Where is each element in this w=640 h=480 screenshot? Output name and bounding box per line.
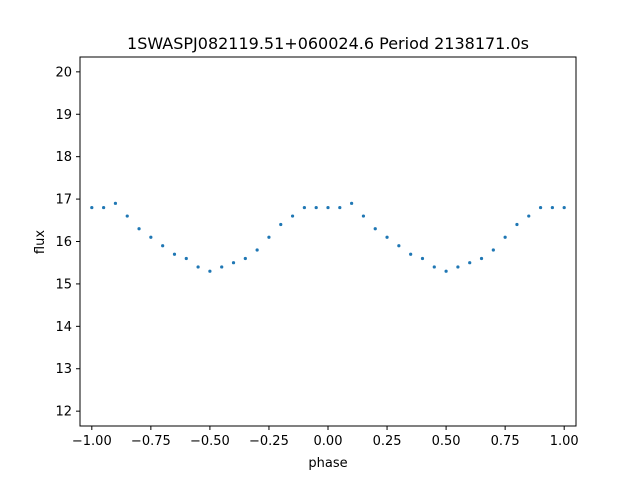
data-point	[196, 265, 200, 269]
x-tick-label: −0.25	[249, 434, 289, 449]
x-tick-label: 0.75	[491, 434, 520, 449]
plot-area	[90, 201, 566, 273]
data-point	[491, 248, 495, 252]
x-tick-label: −0.50	[190, 434, 230, 449]
data-point	[302, 205, 306, 210]
y-tick-label: 15	[55, 277, 72, 292]
data-point	[550, 205, 554, 210]
data-point	[503, 235, 507, 239]
chart-title: 1SWASPJ082119.51+060024.6 Period 2138171…	[127, 34, 529, 53]
data-point	[385, 235, 389, 239]
data-point	[290, 214, 295, 218]
data-point	[113, 201, 118, 205]
data-point	[314, 205, 318, 210]
y-tick-label: 18	[55, 150, 72, 165]
y-axis-label: flux	[33, 230, 48, 254]
data-point	[90, 205, 94, 210]
data-point	[208, 269, 212, 273]
data-point	[432, 265, 436, 269]
x-tick-label: −0.75	[131, 434, 171, 449]
y-tick-label: 13	[55, 362, 72, 377]
data-point	[137, 227, 141, 231]
y-tick-label: 20	[55, 65, 72, 80]
data-point	[255, 248, 259, 252]
data-point	[243, 256, 247, 261]
data-point	[409, 252, 413, 256]
y-tick-label: 17	[55, 193, 72, 208]
data-point	[172, 252, 177, 256]
y-tick-label: 12	[55, 405, 72, 420]
x-tick-label: −1.00	[72, 434, 112, 449]
data-point	[279, 222, 283, 227]
x-tick-label: 0.00	[314, 434, 343, 449]
y-axis: 12 13 14 15 16 17 18 19 20	[55, 65, 80, 420]
data-point	[479, 256, 484, 261]
data-point	[468, 261, 472, 265]
data-point	[220, 265, 224, 269]
x-tick-label: 0.25	[373, 434, 402, 449]
y-tick-label: 19	[55, 108, 72, 123]
data-point	[562, 205, 566, 210]
x-axis-label: phase	[308, 456, 347, 471]
data-point	[361, 214, 366, 218]
data-point	[338, 205, 342, 210]
data-point	[456, 265, 460, 269]
data-point	[326, 205, 330, 210]
x-tick-label: 0.50	[432, 434, 461, 449]
data-point	[444, 269, 448, 273]
data-point	[102, 205, 106, 210]
data-point	[267, 235, 271, 239]
data-point	[373, 227, 377, 231]
data-point	[231, 261, 236, 265]
y-tick-label: 14	[55, 320, 72, 335]
data-point	[184, 256, 188, 261]
data-point	[350, 201, 354, 205]
data-point	[538, 205, 543, 210]
x-axis: −1.00 −0.75 −0.50 −0.25 0.00 0.25 0.50 0.75 1.00	[72, 426, 579, 449]
data-point	[149, 235, 153, 239]
y-tick-label: 16	[55, 235, 72, 250]
data-point	[397, 244, 401, 248]
data-point	[420, 256, 425, 261]
data-point	[125, 214, 129, 218]
data-point	[515, 222, 519, 227]
x-tick-label: 1.00	[550, 434, 579, 449]
data-point	[527, 214, 531, 218]
data-point	[161, 244, 165, 248]
